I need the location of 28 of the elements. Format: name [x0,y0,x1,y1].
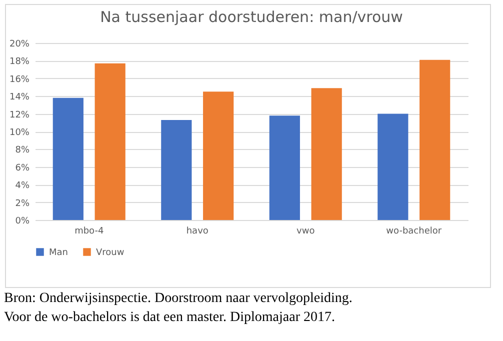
text: Voor de wo-bachelors is dat een master. Diplomajaar 2017. [4,309,336,327]
y-tick-label: 2% [15,198,30,209]
text: Bron: Onderwijsinspectie. Doorstroom naar vervolgopleiding. [4,290,352,308]
bar [420,60,450,220]
y-tick-label: 14% [9,92,30,103]
y-tick-label: 20% [9,40,30,50]
chart-title: Na tussenjaar doorstuderen: man/vrouw [100,8,403,26]
bar [378,114,408,220]
y-tick-label: 4% [15,181,30,192]
bar [94,63,126,220]
bar [52,98,84,220]
y-tick-label: 10% [9,128,30,138]
bar [269,116,300,220]
x-tick-label: wo-bachelor [386,226,442,236]
legend-label: Man [49,248,68,258]
y-tick-label: 0% [15,216,30,226]
y-tick-label: 16% [9,74,30,85]
x-tick-label: havo [186,226,209,236]
bar [161,120,192,220]
bar [203,92,234,220]
y-tick-label: 12% [9,110,30,120]
x-tick-label: vwo [296,226,316,236]
x-tick-label: mbo-4 [74,226,104,236]
y-tick-label: 18% [9,57,30,68]
bar [311,88,342,220]
y-tick-label: 8% [15,146,30,156]
legend-label: Vrouw [96,248,124,258]
y-tick-label: 6% [15,163,30,174]
